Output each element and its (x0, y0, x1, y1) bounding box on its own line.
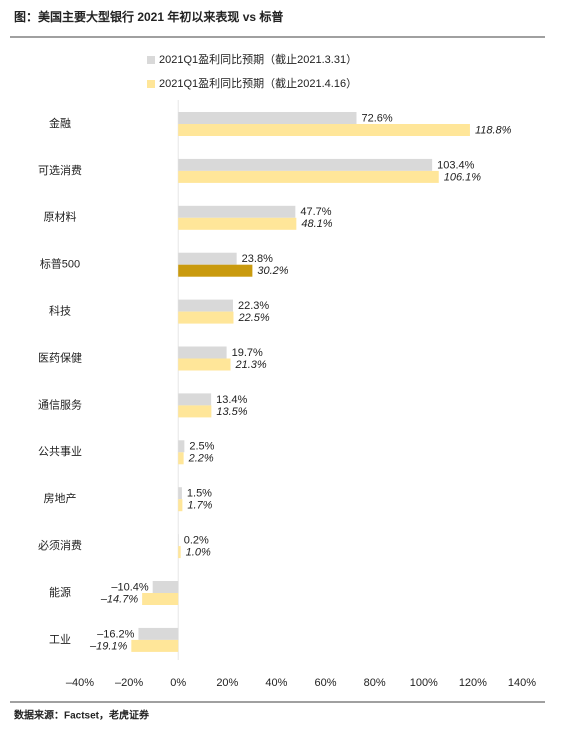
chart-title: 图：美国主要大型银行 2021 年初以来表现 vs 标普 (14, 9, 283, 24)
legend-label: 2021Q1盈利同比预期（截止2021.4.16） (159, 76, 357, 90)
bar (178, 112, 357, 124)
bar (178, 264, 253, 277)
value-label: 48.1% (301, 218, 332, 230)
value-label: 1.5% (187, 488, 212, 500)
y-tick-label: 必须消费 (38, 538, 82, 552)
value-label: 72.6% (361, 112, 392, 124)
value-label: 22.3% (238, 300, 269, 312)
legend-label: 2021Q1盈利同比预期（截止2021.3.31） (159, 52, 357, 66)
bar (178, 452, 184, 465)
bar (138, 627, 179, 640)
bar (178, 546, 181, 559)
value-label: 30.2% (257, 265, 288, 277)
legend-swatch (147, 56, 155, 64)
y-tick-label: 公共事业 (38, 445, 82, 458)
value-label: 21.3% (235, 359, 267, 371)
y-tick-label: 可选消费 (38, 163, 82, 177)
bar (178, 346, 227, 359)
value-label: 13.5% (216, 406, 247, 418)
value-label: 23.8% (242, 253, 273, 265)
value-label: 47.7% (300, 206, 331, 218)
value-label: 0.2% (184, 535, 209, 547)
value-label: 1.0% (186, 547, 211, 559)
value-label: 118.8% (475, 124, 512, 136)
legend-swatch (147, 80, 155, 88)
bar (152, 581, 179, 593)
bar (178, 158, 433, 171)
value-label: 13.4% (216, 394, 247, 406)
bar (178, 393, 212, 406)
bar (131, 639, 179, 652)
x-tick-label: –40% (66, 677, 94, 689)
y-tick-label: 能源 (49, 585, 71, 599)
y-tick-label: 金融 (49, 116, 71, 130)
value-label: 103.4% (437, 159, 475, 171)
value-label: 1.7% (187, 500, 212, 512)
y-tick-label: 科技 (49, 304, 71, 318)
x-tick-label: 140% (508, 677, 536, 689)
x-tick-label: 100% (410, 677, 438, 689)
x-tick-label: 60% (315, 677, 337, 689)
bar (178, 217, 297, 230)
bar (178, 440, 185, 453)
bar (178, 358, 231, 371)
y-tick-label: 医药保健 (38, 350, 82, 364)
bar (178, 299, 233, 312)
value-label: –14.7% (100, 593, 139, 605)
y-tick-label: 工业 (49, 633, 71, 646)
value-label: 106.1% (444, 171, 482, 183)
source-note: 数据来源：Factset，老虎证券 (14, 709, 150, 722)
y-tick-label: 房地产 (44, 491, 77, 505)
value-label: –19.1% (89, 640, 128, 652)
y-tick-label: 原材料 (44, 210, 77, 224)
bar (142, 593, 179, 605)
value-label: 19.7% (232, 347, 263, 359)
value-label: –10.4% (111, 581, 149, 593)
y-tick-label: 通信服务 (38, 398, 82, 411)
bar (178, 499, 183, 512)
bar (178, 124, 470, 136)
value-label: 22.5% (237, 312, 269, 324)
value-label: 2.5% (189, 441, 214, 453)
bar (178, 487, 182, 500)
x-tick-label: –20% (115, 677, 143, 689)
x-tick-label: 40% (265, 677, 287, 689)
x-tick-label: 80% (364, 677, 386, 689)
value-label: 2.2% (188, 453, 214, 465)
x-tick-label: 0% (170, 677, 186, 689)
bar (178, 205, 296, 218)
bar (178, 311, 234, 324)
x-tick-label: 20% (216, 677, 238, 689)
bar (178, 405, 212, 418)
y-tick-label: 标普500 (40, 257, 80, 271)
bar (178, 252, 237, 265)
bar (178, 170, 439, 183)
value-label: –16.2% (97, 628, 135, 640)
x-tick-label: 120% (459, 677, 487, 689)
